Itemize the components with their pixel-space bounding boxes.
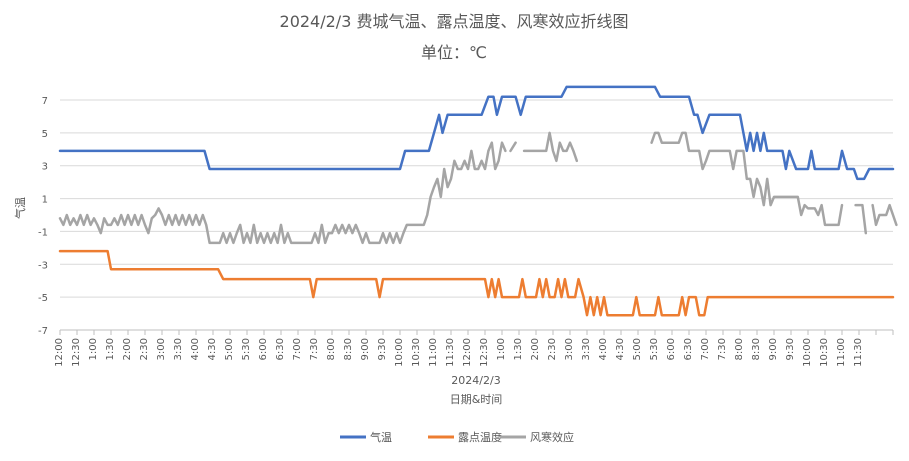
x-tick-label: 11:30 <box>445 338 456 367</box>
x-tick-label: 3:00 <box>564 338 575 360</box>
x-tick-label: 1:00 <box>88 338 99 360</box>
y-tick-label: -5 <box>38 293 48 304</box>
x-tick-label: 4:00 <box>598 338 609 360</box>
series-line-3 <box>522 131 579 163</box>
x-tick-label: 6:30 <box>275 338 286 360</box>
x-tick-label: 9:30 <box>377 338 388 360</box>
y-tick-label: 3 <box>42 162 48 173</box>
x-tick-label: 12:30 <box>71 338 82 367</box>
series-line-3 <box>509 141 517 153</box>
x-tick-label: 10:00 <box>394 338 405 367</box>
x-tick-label: 5:30 <box>649 338 660 360</box>
series-line-1 <box>58 85 895 181</box>
x-tick-label: 10:00 <box>802 338 813 367</box>
x-tick-label: 9:30 <box>785 338 796 360</box>
x-tick-label: 2:00 <box>122 338 133 360</box>
y-axis-label: 气温 <box>13 197 27 219</box>
x-tick-label: 7:00 <box>700 338 711 360</box>
series-line-3 <box>650 131 844 227</box>
y-tick-label: 5 <box>42 129 48 140</box>
x-tick-label: 12:00 <box>54 338 65 367</box>
y-tick-label: 7 <box>42 96 48 107</box>
x-tick-label: 5:30 <box>241 338 252 360</box>
y-tick-label: -7 <box>38 326 48 337</box>
x-tick-label: 10:30 <box>411 338 422 367</box>
series-line-2 <box>58 249 895 317</box>
legend-label: 风寒效应 <box>530 430 574 444</box>
x-tick-label: 11:30 <box>853 338 864 367</box>
y-tick-label: -3 <box>38 260 48 271</box>
x-tick-label: 6:00 <box>666 338 677 360</box>
x-tick-label: 7:00 <box>292 338 303 360</box>
series-line-3 <box>58 141 507 245</box>
x-tick-label: 3:30 <box>581 338 592 360</box>
x-tick-label: 3:30 <box>173 338 184 360</box>
x-tick-label: 1:30 <box>513 338 524 360</box>
x-tick-label: 11:00 <box>428 338 439 367</box>
series-line-3 <box>871 203 898 227</box>
x-tick-label: 8:30 <box>343 338 354 360</box>
y-tick-label: -1 <box>38 227 48 238</box>
chart-title: 2024/2/3 费城气温、露点温度、风寒效应折线图 <box>280 12 629 31</box>
series-lines <box>58 85 898 317</box>
x-tick-label: 4:30 <box>207 338 218 360</box>
x-group-label: 2024/2/3 <box>451 374 500 387</box>
x-tick-label: 2:00 <box>530 338 541 360</box>
x-tick-label: 12:30 <box>479 338 490 367</box>
x-tick-label: 5:00 <box>632 338 643 360</box>
x-tick-label: 1:30 <box>105 338 116 360</box>
y-axis-ticks: 7 5 3 1 -1 -3 -5 -7 <box>38 96 48 337</box>
legend-label: 气温 <box>370 430 392 444</box>
chart-subtitle: 单位：℃ <box>421 43 487 62</box>
x-tick-label: 2:30 <box>547 338 558 360</box>
series-line-3 <box>854 203 868 235</box>
x-tick-label: 8:00 <box>326 338 337 360</box>
y-tick-label: 1 <box>42 195 48 206</box>
x-tick-label: 7:30 <box>309 338 320 360</box>
x-tick-label: 6:00 <box>258 338 269 360</box>
x-tick-label: 2:30 <box>139 338 150 360</box>
x-tick-label: 8:30 <box>751 338 762 360</box>
x-tick-label: 8:00 <box>734 338 745 360</box>
legend: 气温 露点温度 风寒效应 <box>340 430 574 444</box>
x-tick-label: 9:00 <box>768 338 779 360</box>
x-tick-label: 1:00 <box>496 338 507 360</box>
legend-label: 露点温度 <box>458 430 502 444</box>
x-tick-label: 7:30 <box>717 338 728 360</box>
x-tick-label: 5:00 <box>224 338 235 360</box>
x-tick-label: 4:00 <box>190 338 201 360</box>
x-tick-label: 9:00 <box>360 338 371 360</box>
x-tick-label: 4:30 <box>615 338 626 360</box>
gridlines <box>60 99 893 331</box>
x-tick-label: 6:30 <box>683 338 694 360</box>
x-tick-label: 11:00 <box>836 338 847 367</box>
x-tick-label: 3:00 <box>156 338 167 360</box>
x-tick-label: 10:30 <box>819 338 830 367</box>
x-axis-label: 日期&时间 <box>450 393 503 406</box>
x-axis: 12:00 12:30 1:00 1:30 2:00 2:30 3:00 3:30 4:00 4:… <box>54 329 894 367</box>
x-tick-label: 12:00 <box>462 338 473 367</box>
